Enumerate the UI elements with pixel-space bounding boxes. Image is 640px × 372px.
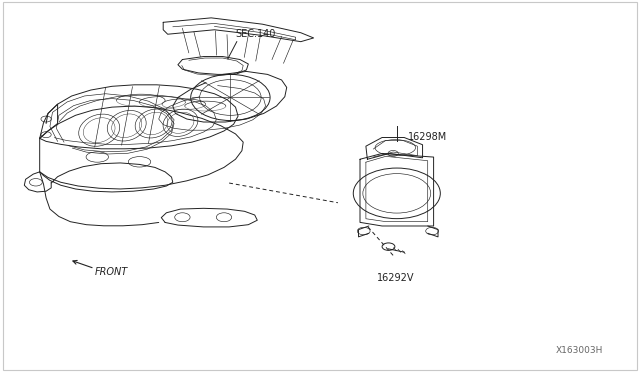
Text: 16292V: 16292V (377, 273, 414, 283)
Text: X163003H: X163003H (556, 346, 603, 355)
Text: SEC.140: SEC.140 (236, 29, 276, 39)
Text: FRONT: FRONT (95, 267, 128, 277)
Text: 16298M: 16298M (408, 132, 447, 142)
